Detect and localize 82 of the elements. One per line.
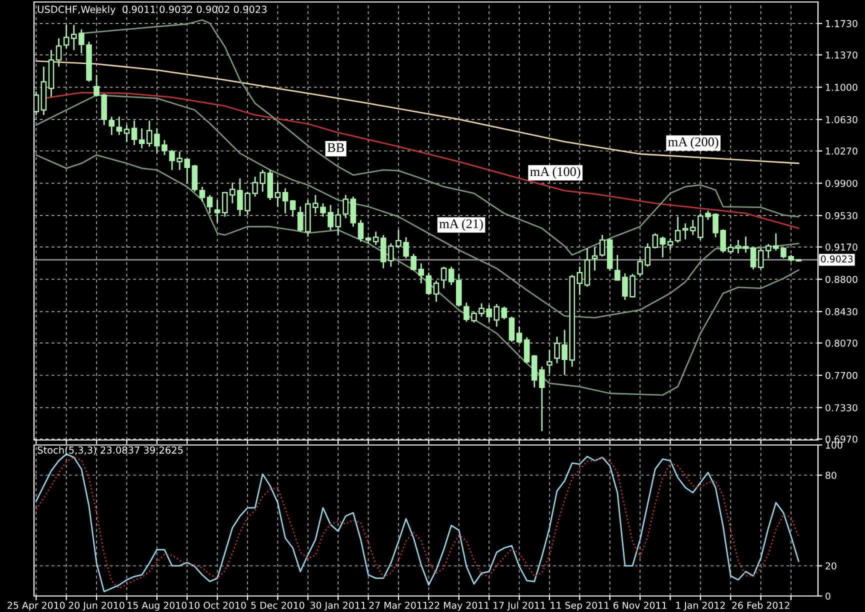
candlestick xyxy=(728,243,734,255)
y-tick-label: 1.0270 xyxy=(826,148,858,155)
y-tick-label: 0.7700 xyxy=(826,372,858,380)
candlestick xyxy=(426,272,432,296)
candlestick xyxy=(342,194,349,219)
x-tick-label: 30 Jan 2011 xyxy=(310,602,366,611)
candlestick xyxy=(682,222,688,240)
candlestick xyxy=(131,120,138,146)
candlestick xyxy=(433,280,440,302)
candlestick xyxy=(599,234,606,258)
candlestick xyxy=(282,188,288,214)
x-tick-label: 10 Oct 2010 xyxy=(189,602,246,609)
y-tick-label: 0.9170 xyxy=(826,244,858,251)
candlestick xyxy=(576,266,583,296)
candlestick xyxy=(524,336,530,364)
candlestick xyxy=(63,24,70,50)
x-tick-label: 27 Mar 2011 xyxy=(369,602,428,609)
y-tick-label: 0.9530 xyxy=(826,212,858,220)
candlestick xyxy=(418,262,424,284)
x-tick-label: 20 Jun 2010 xyxy=(68,602,124,611)
candlestick xyxy=(274,182,281,208)
candlestick xyxy=(199,186,206,202)
y-tick-label: 1.0630 xyxy=(826,116,858,124)
y-tick-label: 0.8800 xyxy=(826,276,858,283)
candlestick xyxy=(652,232,658,250)
candlestick xyxy=(34,90,40,116)
x-tick-label: 15 Aug 2010 xyxy=(128,602,187,611)
candlestick xyxy=(448,266,454,286)
y-tick-label: 0.6970 xyxy=(826,436,858,443)
candlestick xyxy=(56,38,62,68)
candlestick xyxy=(660,236,666,258)
candlestick xyxy=(750,246,756,270)
annotation: BB xyxy=(327,143,344,152)
candlestick xyxy=(501,306,508,320)
line-series xyxy=(35,60,800,164)
candlestick xyxy=(546,349,552,374)
y-tick-label: 1.1730 xyxy=(826,20,858,28)
candlestick xyxy=(206,194,213,214)
annotation: mA (200) xyxy=(668,137,718,150)
candlestick xyxy=(440,266,447,290)
candlestick xyxy=(372,231,379,246)
x-tick-label: 6 Nov 2011 xyxy=(613,602,666,609)
candlestick xyxy=(192,164,198,192)
x-tick-label: 5 Dec 2010 xyxy=(251,602,304,609)
candlestick xyxy=(516,326,522,344)
x-tick-label: 22 May 2011 xyxy=(428,602,489,611)
candlestick xyxy=(758,248,764,270)
y-tick-label: 100 xyxy=(826,442,842,449)
line-series xyxy=(35,154,800,396)
y-tick-label: 1.1000 xyxy=(826,84,858,91)
chart-title: Stoch(5,3,3) 23.0837 39.2625 xyxy=(38,446,183,455)
candlestick xyxy=(214,199,220,224)
candlestick xyxy=(592,246,598,272)
x-tick-label: 11 Sep 2011 xyxy=(550,602,609,611)
candlestick xyxy=(674,216,681,244)
x-tick-label: 1 Jan 2012 xyxy=(676,602,725,611)
x-tick-label: 25 Apr 2010 xyxy=(8,602,65,611)
y-tick-label: 0.8070 xyxy=(826,340,858,347)
annotation: mA (21) xyxy=(439,218,483,231)
candlestick xyxy=(735,239,742,254)
candlestick xyxy=(350,196,356,228)
y-tick-label: 0 xyxy=(826,592,830,600)
annotation: mA (100) xyxy=(530,166,580,179)
candlestick xyxy=(116,116,122,136)
candlestick xyxy=(508,316,515,342)
candlestick xyxy=(358,219,364,242)
y-tick-label: 1.1370 xyxy=(826,51,858,59)
candlestick xyxy=(138,128,145,150)
y-tick-label: 20 xyxy=(826,562,836,570)
candlestick xyxy=(124,124,130,142)
candlestick xyxy=(742,236,749,254)
y-tick-label: 0.8430 xyxy=(826,308,858,316)
chart-title: USDCHF,Weekly 0.9011 0.9032 0.9002 0.9023 xyxy=(38,6,267,15)
y-tick-label: 80 xyxy=(826,472,836,479)
x-tick-label: 26 Feb 2012 xyxy=(732,602,790,609)
candlestick xyxy=(667,238,674,251)
y-tick-label: 0.9900 xyxy=(826,180,858,187)
candlestick xyxy=(290,199,296,218)
y-tick-label: 0.7330 xyxy=(826,404,858,412)
ref-line-label: 0.9023 xyxy=(820,255,853,263)
x-tick-label: 17 Jul 2011 xyxy=(494,602,546,611)
candlestick xyxy=(108,116,115,136)
